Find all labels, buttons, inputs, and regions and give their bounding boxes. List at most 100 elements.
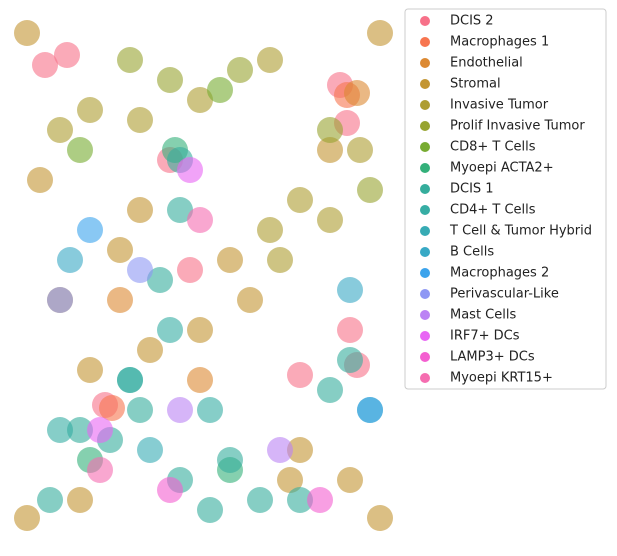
cell-cluster <box>357 177 383 203</box>
legend-marker <box>420 16 430 26</box>
cell-cluster <box>77 217 103 243</box>
legend-label: DCIS 1 <box>450 182 494 197</box>
cell-cluster <box>47 417 73 443</box>
legend-marker <box>420 121 430 131</box>
legend-label: Prolif Invasive Tumor <box>450 119 585 134</box>
legend-marker <box>420 142 430 152</box>
cell-cluster <box>157 67 183 93</box>
legend-label: Myoepi KRT15+ <box>450 371 553 386</box>
plot-area <box>14 20 393 531</box>
legend-marker <box>420 310 430 320</box>
cell-cluster <box>207 77 233 103</box>
cell-cluster <box>14 20 40 46</box>
cell-cluster <box>57 247 83 273</box>
cell-cluster <box>317 377 343 403</box>
cell-cluster <box>117 367 143 393</box>
cell-cluster <box>14 505 40 531</box>
legend-marker <box>420 247 430 257</box>
cell-cluster <box>107 237 133 263</box>
cell-cluster <box>47 117 73 143</box>
cell-cluster <box>187 317 213 343</box>
cell-cluster <box>187 367 213 393</box>
cell-cluster <box>227 57 253 83</box>
cell-cluster <box>187 207 213 233</box>
legend-marker <box>420 37 430 47</box>
legend-label: Perivascular-Like <box>450 287 559 302</box>
cell-cluster <box>99 395 125 421</box>
cell-cluster <box>347 137 373 163</box>
cell-cluster <box>247 487 273 513</box>
cell-cluster <box>47 287 73 313</box>
legend-label: LAMP3+ DCs <box>450 350 535 365</box>
cell-cluster <box>67 487 93 513</box>
cell-cluster <box>27 167 53 193</box>
cell-cluster <box>147 267 173 293</box>
cell-cluster <box>77 97 103 123</box>
legend-marker <box>420 226 430 236</box>
cell-cluster <box>317 137 343 163</box>
legend: DCIS 2 Macrophages 1 Endothelial Stromal Inv… <box>420 14 592 386</box>
legend-label: T Cell & Tumor Hybrid <box>449 224 592 239</box>
cell-cluster <box>187 87 213 113</box>
cell-cluster <box>357 397 383 423</box>
cell-cluster <box>277 467 303 493</box>
cell-cluster <box>344 80 370 106</box>
legend-label: CD4+ T Cells <box>450 203 536 218</box>
legend-marker <box>420 373 430 383</box>
cell-cluster <box>87 457 113 483</box>
cell-cluster <box>337 277 363 303</box>
legend-label: Stromal <box>450 77 501 92</box>
legend-label: Macrophages 1 <box>450 35 549 50</box>
cell-cluster <box>157 317 183 343</box>
cell-cluster <box>337 467 363 493</box>
legend-marker <box>420 184 430 194</box>
legend-marker <box>420 163 430 173</box>
legend-marker <box>420 100 430 110</box>
legend-label: Endothelial <box>450 56 523 71</box>
cell-cluster <box>127 257 153 283</box>
legend-marker <box>420 268 430 278</box>
cell-cluster <box>137 337 163 363</box>
cell-cluster <box>157 477 183 503</box>
cell-cluster <box>177 257 203 283</box>
legend-label: IRF7+ DCs <box>450 329 520 344</box>
cell-cluster <box>107 287 133 313</box>
cell-cluster <box>287 437 313 463</box>
cell-cluster <box>287 487 313 513</box>
cell-cluster <box>54 42 80 68</box>
cell-cluster <box>367 505 393 531</box>
cell-cluster <box>127 397 153 423</box>
cell-cluster <box>257 217 283 243</box>
cell-cluster <box>117 47 143 73</box>
cell-cluster <box>337 347 363 373</box>
cell-cluster <box>67 417 93 443</box>
cell-cluster <box>237 287 263 313</box>
cell-cluster <box>267 437 293 463</box>
cell-cluster <box>267 247 293 273</box>
legend-marker <box>420 79 430 89</box>
legend-marker <box>420 289 430 299</box>
cell-cluster <box>77 357 103 383</box>
cell-cluster <box>167 397 193 423</box>
cell-cluster <box>217 447 243 473</box>
cell-cluster <box>127 107 153 133</box>
legend-marker <box>420 205 430 215</box>
legend-label: Mast Cells <box>450 308 516 323</box>
cell-cluster <box>177 157 203 183</box>
legend-label: CD8+ T Cells <box>450 140 536 155</box>
legend-label: Macrophages 2 <box>450 266 549 281</box>
cell-cluster <box>287 187 313 213</box>
cell-cluster <box>67 137 93 163</box>
cell-cluster <box>257 47 283 73</box>
cell-cluster <box>137 437 163 463</box>
legend-marker <box>420 352 430 362</box>
cell-cluster <box>167 197 193 223</box>
cell-cluster <box>197 397 223 423</box>
cell-cluster <box>307 487 333 513</box>
cell-cluster <box>317 117 343 143</box>
legend-marker <box>420 58 430 68</box>
legend-label: Invasive Tumor <box>450 98 549 113</box>
legend-box <box>404 8 607 390</box>
cell-cluster <box>317 207 343 233</box>
